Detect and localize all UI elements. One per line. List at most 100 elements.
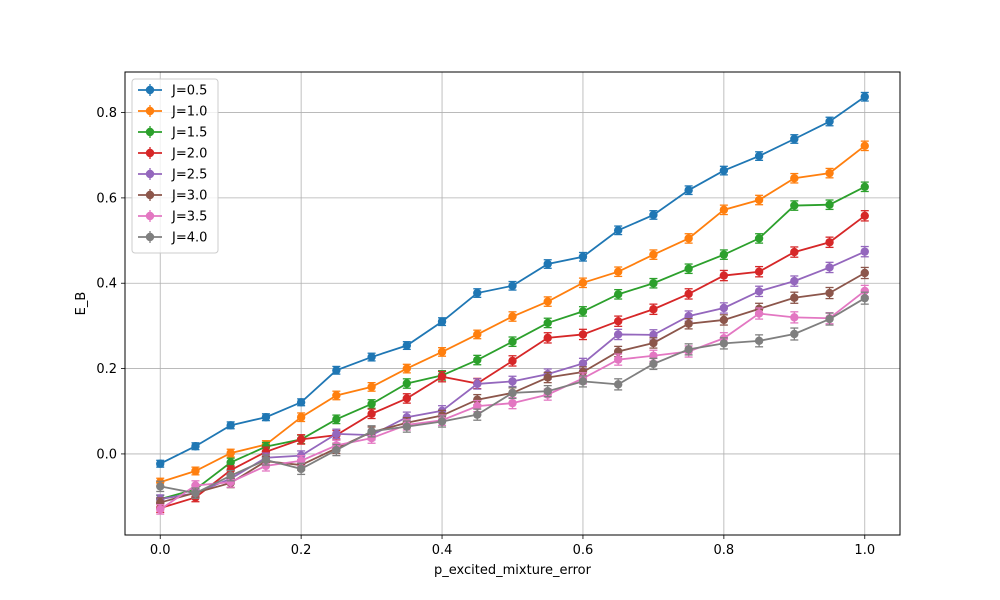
data-point: [226, 421, 235, 430]
data-point: [156, 482, 165, 491]
data-point: [825, 117, 834, 126]
data-point: [825, 168, 834, 178]
y-tick-label: 0.4: [96, 277, 117, 292]
data-point: [226, 458, 235, 467]
data-point: [790, 201, 799, 210]
data-point: [684, 234, 693, 243]
legend: J=0.5 J=1.0 J=1.5 J=2.0 J=2.5 J=3.0 J=3.5 J=4.0: [131, 78, 219, 254]
data-point: [473, 401, 482, 411]
data-point: [613, 317, 623, 326]
series-layer: [156, 91, 869, 515]
data-point: [578, 307, 588, 316]
data-point: [332, 415, 341, 424]
data-point: [719, 339, 729, 348]
data-point: [473, 395, 482, 404]
data-point: [649, 279, 658, 288]
data-point: [719, 250, 729, 259]
legend-marker: [145, 127, 155, 137]
data-point: [754, 151, 764, 161]
data-point: [367, 352, 376, 362]
legend-marker: [145, 169, 155, 179]
data-point: [649, 305, 658, 314]
data-point: [261, 413, 271, 422]
ticks: 0.0 0.2 0.4 0.6 0.8 1.0 0.0 0.2 0.4 0.6 0.8: [96, 106, 875, 558]
data-point: [367, 399, 376, 409]
data-point: [437, 372, 447, 381]
plot-frame: [124, 71, 901, 536]
y-tick-label: 0.0: [96, 447, 117, 462]
data-point: [684, 319, 693, 328]
data-point: [332, 445, 341, 455]
data-point: [296, 413, 306, 422]
data-point: [156, 459, 165, 468]
data-point: [437, 347, 447, 357]
data-point: [754, 234, 764, 243]
legend-marker: [145, 106, 155, 116]
data-point: [578, 377, 588, 386]
data-point: [860, 293, 869, 303]
legend-marker: [145, 232, 155, 242]
data-point: [473, 379, 482, 389]
data-point: [226, 471, 235, 480]
data-point: [367, 427, 376, 436]
data-point: [860, 92, 869, 101]
legend-item: J=1.0: [138, 105, 207, 120]
legend-marker: [145, 148, 155, 158]
data-point: [825, 288, 834, 298]
data-point: [754, 287, 764, 296]
data-point: [790, 293, 799, 302]
data-point: [508, 312, 517, 321]
data-point: [261, 461, 271, 471]
data-point: [578, 252, 588, 261]
data-point: [367, 433, 376, 443]
x-tick-label: 0.6: [573, 543, 594, 558]
y-tick-label: 0.8: [96, 106, 117, 121]
data-point: [719, 166, 729, 175]
data-point: [402, 422, 412, 431]
data-point: [578, 278, 588, 288]
data-point: [649, 210, 658, 220]
data-point: [226, 477, 235, 487]
series-J=0.5: [156, 91, 869, 468]
data-point: [578, 367, 588, 377]
legend-item: J=2.0: [138, 147, 207, 162]
data-point: [790, 174, 799, 183]
data-point: [613, 290, 623, 299]
x-tick-label: 0.8: [714, 543, 735, 558]
data-point: [543, 386, 552, 396]
legend-item: J=3.5: [138, 210, 207, 225]
legend-item: J=0.5: [138, 84, 207, 99]
data-point: [578, 359, 588, 368]
data-point: [719, 205, 729, 215]
data-point: [437, 417, 447, 426]
data-point: [402, 341, 412, 350]
legend-label: J=2.0: [171, 147, 207, 162]
data-point: [332, 429, 341, 439]
legend-label: J=3.0: [171, 189, 207, 204]
data-point: [790, 134, 799, 144]
data-point: [684, 186, 693, 195]
x-tick-label: 1.0: [854, 543, 875, 558]
data-point: [860, 286, 869, 296]
data-point: [226, 448, 235, 458]
data-point: [613, 380, 623, 389]
x-tick-label: 0.2: [291, 543, 312, 558]
legend-item: J=4.0: [138, 231, 207, 246]
legend-label: J=3.5: [171, 210, 207, 225]
data-point: [684, 345, 693, 354]
data-point: [649, 250, 658, 259]
legend-box: [131, 78, 219, 254]
data-point: [825, 200, 834, 209]
legend-label: J=1.5: [171, 126, 207, 141]
data-point: [473, 330, 482, 339]
data-point: [649, 330, 658, 340]
data-point: [613, 226, 623, 235]
data-point: [860, 182, 869, 191]
data-point: [508, 388, 517, 398]
data-point: [367, 409, 376, 419]
x-tick-label: 0.4: [432, 543, 453, 558]
legend-marker: [145, 211, 155, 221]
legend-label: J=1.0: [171, 105, 207, 120]
data-point: [754, 309, 764, 318]
